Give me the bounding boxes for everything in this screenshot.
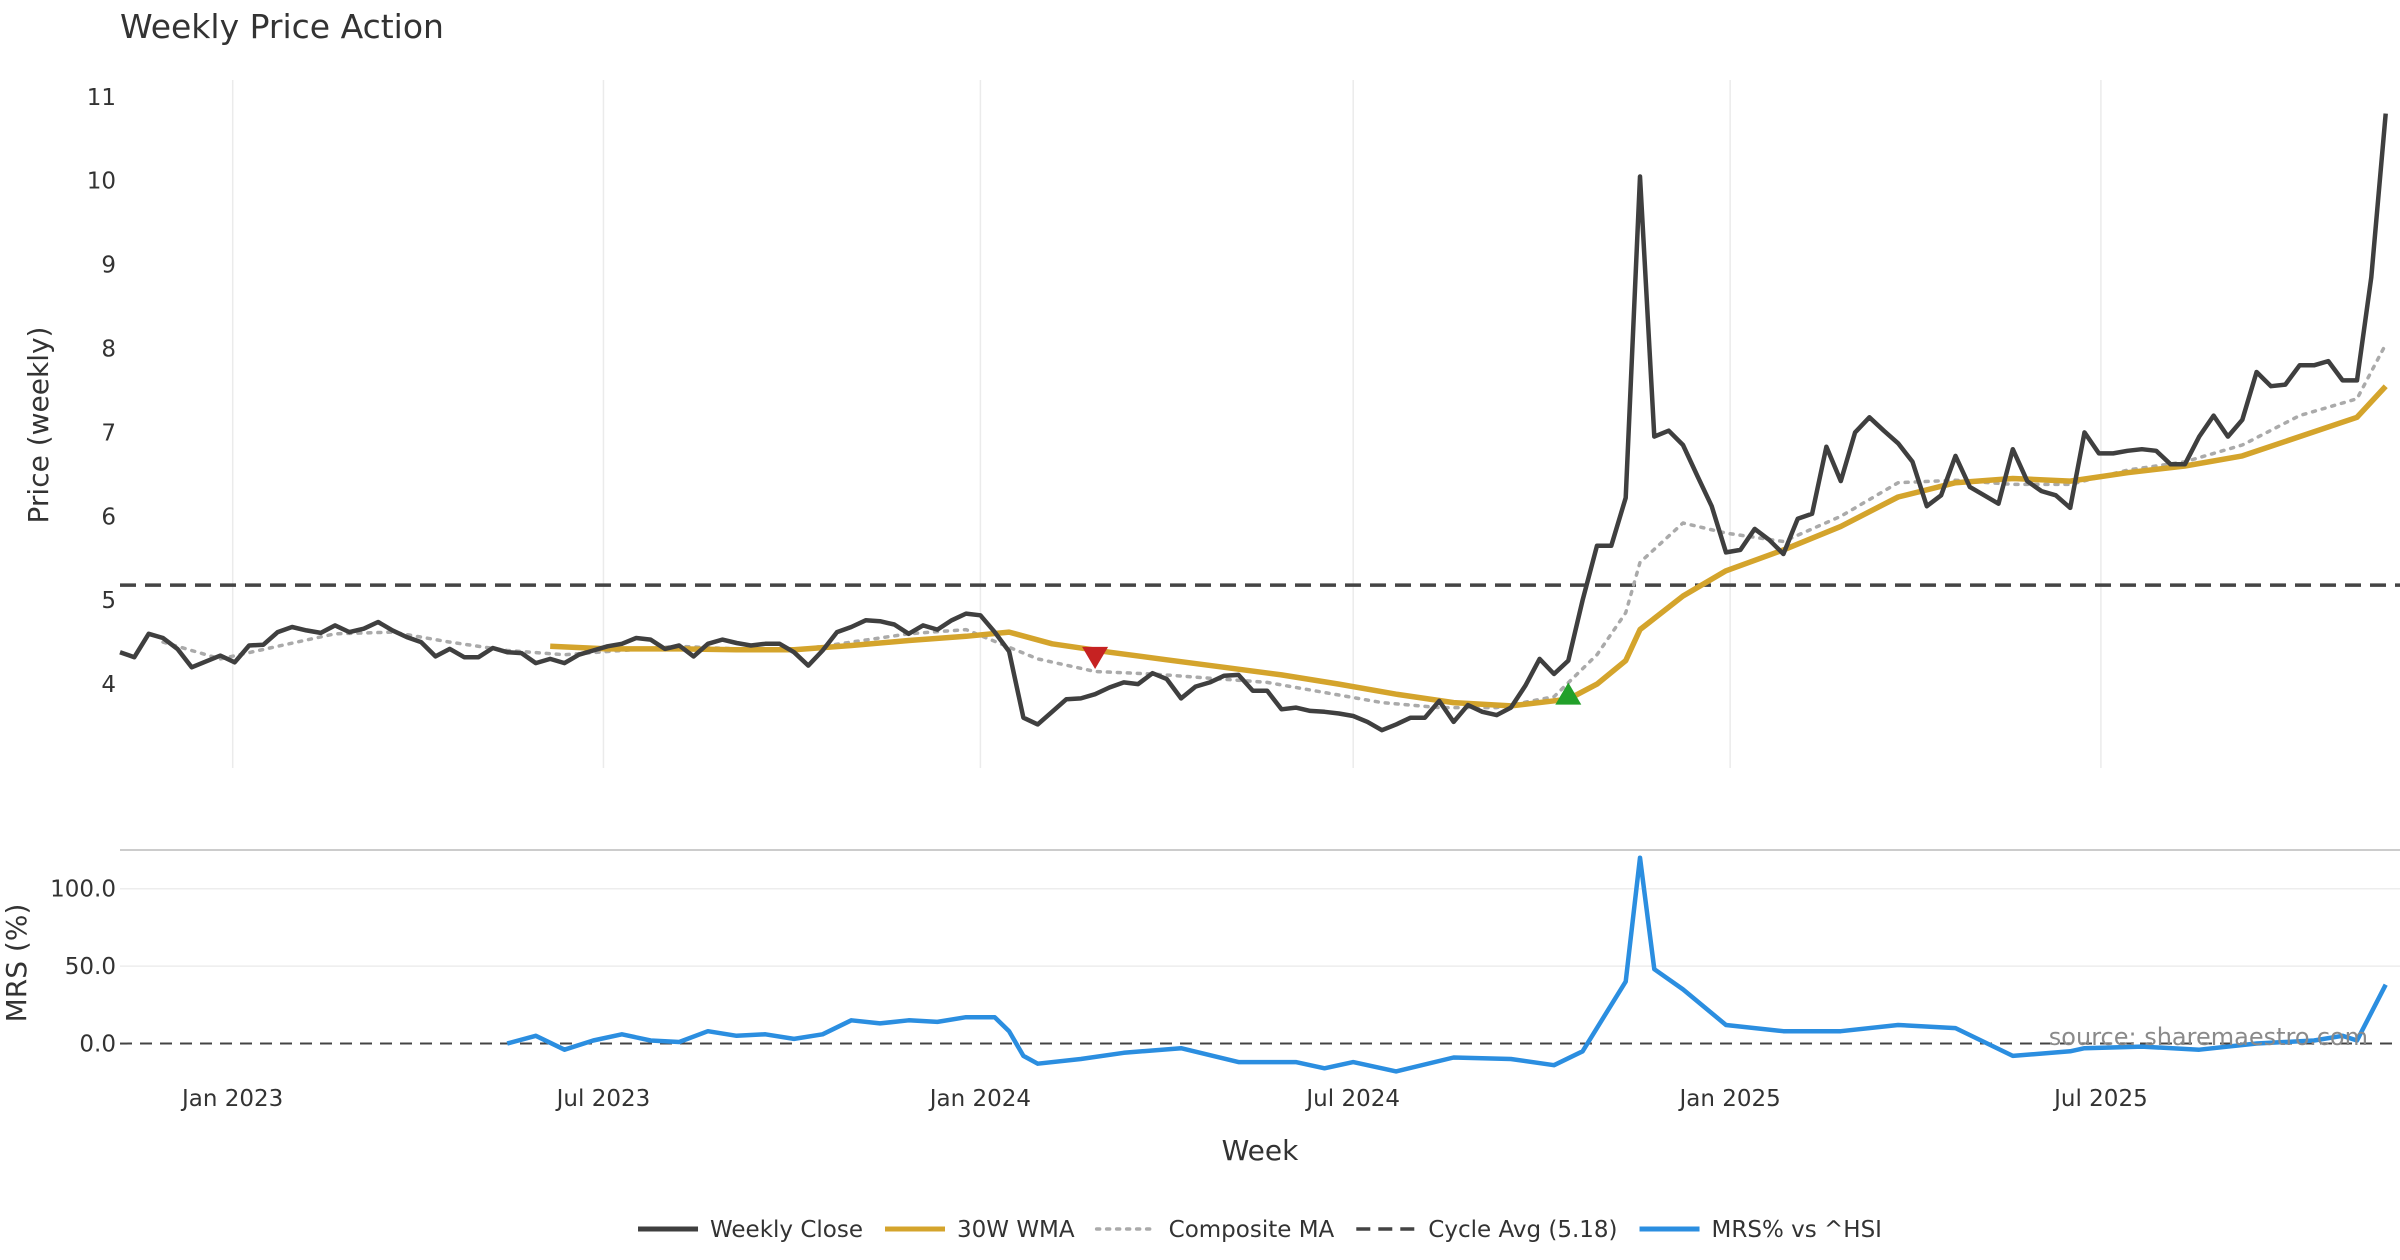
- x-tick-1: Jul 2023: [555, 1086, 651, 1112]
- price-y-tick-9: 9: [101, 253, 116, 279]
- price-grid: [120, 80, 2400, 851]
- price-y-tick-10: 10: [87, 169, 116, 195]
- sell-signal-marker: [1082, 646, 1109, 669]
- price-y-tick-4: 4: [101, 672, 116, 698]
- x-tick-2: Jan 2024: [928, 1086, 1031, 1112]
- price-y-tick-11: 11: [87, 85, 116, 111]
- series-weekly-close: [119, 113, 2388, 733]
- mrs-axis-title: MRS (%): [0, 904, 33, 1023]
- mrs-y-tick-2: 100.0: [50, 877, 116, 903]
- legend-label-cycle-avg-5-18: Cycle Avg (5.18): [1428, 1217, 1617, 1243]
- series-mrs-vs-hsi: [506, 855, 2388, 1074]
- buy-signal-marker: [1555, 682, 1582, 705]
- series-composite-ma: [161, 342, 2388, 710]
- price-axis-title: Price (weekly): [22, 327, 55, 524]
- x-axis-title: Week: [1222, 1134, 1299, 1167]
- price-y-tick-7: 7: [101, 420, 116, 446]
- price-y-tick-8: 8: [101, 336, 116, 362]
- x-tick-5: Jul 2025: [2052, 1086, 2148, 1112]
- price-lines: [119, 113, 2400, 733]
- mrs-y-tick-1: 50.0: [65, 954, 116, 980]
- x-tick-4: Jan 2025: [1677, 1086, 1780, 1112]
- price-y-ticks: 4 5 6 7 8 9 10 11: [87, 85, 116, 698]
- series-30w-wma: [550, 384, 2388, 709]
- legend-label-30w-wma: 30W WMA: [957, 1217, 1075, 1243]
- source-note: source: sharemaestro.com: [2049, 1023, 2368, 1051]
- mrs-lines: [506, 855, 2388, 1074]
- legend-label-weekly-close: Weekly Close: [710, 1217, 863, 1243]
- mrs-grid: [120, 887, 2400, 1045]
- legend-label-mrs-vs-hsi: MRS% vs ^HSI: [1712, 1217, 1882, 1243]
- price-y-tick-6: 6: [101, 504, 116, 530]
- x-tick-3: Jul 2024: [1304, 1086, 1400, 1112]
- legend: Weekly Close 30W WMA Composite MA Cycle Avg…: [638, 1217, 1882, 1243]
- chart-title: Weekly Price Action: [120, 7, 444, 46]
- mrs-y-tick-0: 0.0: [79, 1032, 116, 1058]
- legend-label-composite-ma: Composite MA: [1169, 1217, 1335, 1243]
- price-y-tick-5: 5: [101, 588, 116, 614]
- x-tick-0: Jan 2023: [180, 1086, 283, 1112]
- mrs-y-ticks: 0.0 50.0 100.0: [50, 877, 116, 1058]
- signal-markers: [1082, 646, 1582, 705]
- x-ticks: Jan 2023 Jul 2023 Jan 2024 Jul 2024 Jan 2025…: [180, 1086, 2148, 1112]
